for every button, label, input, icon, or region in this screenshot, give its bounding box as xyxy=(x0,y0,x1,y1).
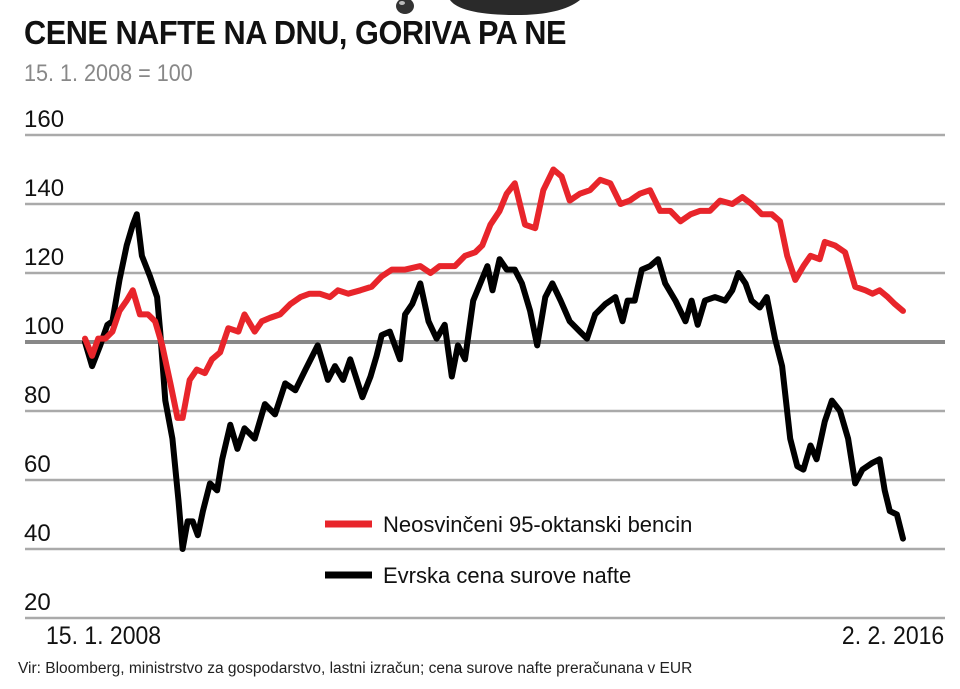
series-line-crude-oil xyxy=(82,211,906,552)
legend-label-gasoline: Neosvinčeni 95-oktanski bencin xyxy=(383,512,692,537)
y-tick-labels: 20 40 60 80 100 120 140 160 xyxy=(24,106,64,616)
x-tick-label-end: 2. 2. 2016 xyxy=(841,622,944,650)
chart-subtitle: 15. 1. 2008 = 100 xyxy=(24,60,193,87)
y-tick-label-20: 20 xyxy=(24,589,51,616)
y-tick-label-120: 120 xyxy=(24,244,64,271)
y-tick-label-140: 140 xyxy=(24,175,64,202)
legend: Neosvinčeni 95-oktanski bencin Evrska ce… xyxy=(325,512,692,588)
y-tick-label-80: 80 xyxy=(24,382,51,409)
series-lines xyxy=(82,166,906,552)
gridlines xyxy=(25,133,945,620)
series-line-gasoline xyxy=(82,166,906,421)
y-tick-label-40: 40 xyxy=(24,520,51,547)
source-note: Vir: Bloomberg, ministrstvo za gospodars… xyxy=(18,660,693,677)
y-tick-label-60: 60 xyxy=(24,451,51,478)
y-tick-label-100: 100 xyxy=(24,313,64,340)
legend-label-crude: Evrska cena surove nafte xyxy=(383,563,631,588)
oil-drop-decoration xyxy=(396,0,580,16)
x-tick-label-start: 15. 1. 2008 xyxy=(46,622,162,650)
y-tick-label-160: 160 xyxy=(24,106,64,133)
chart-title: CENE NAFTE NA DNU, GORIVA PA NE xyxy=(24,14,567,51)
